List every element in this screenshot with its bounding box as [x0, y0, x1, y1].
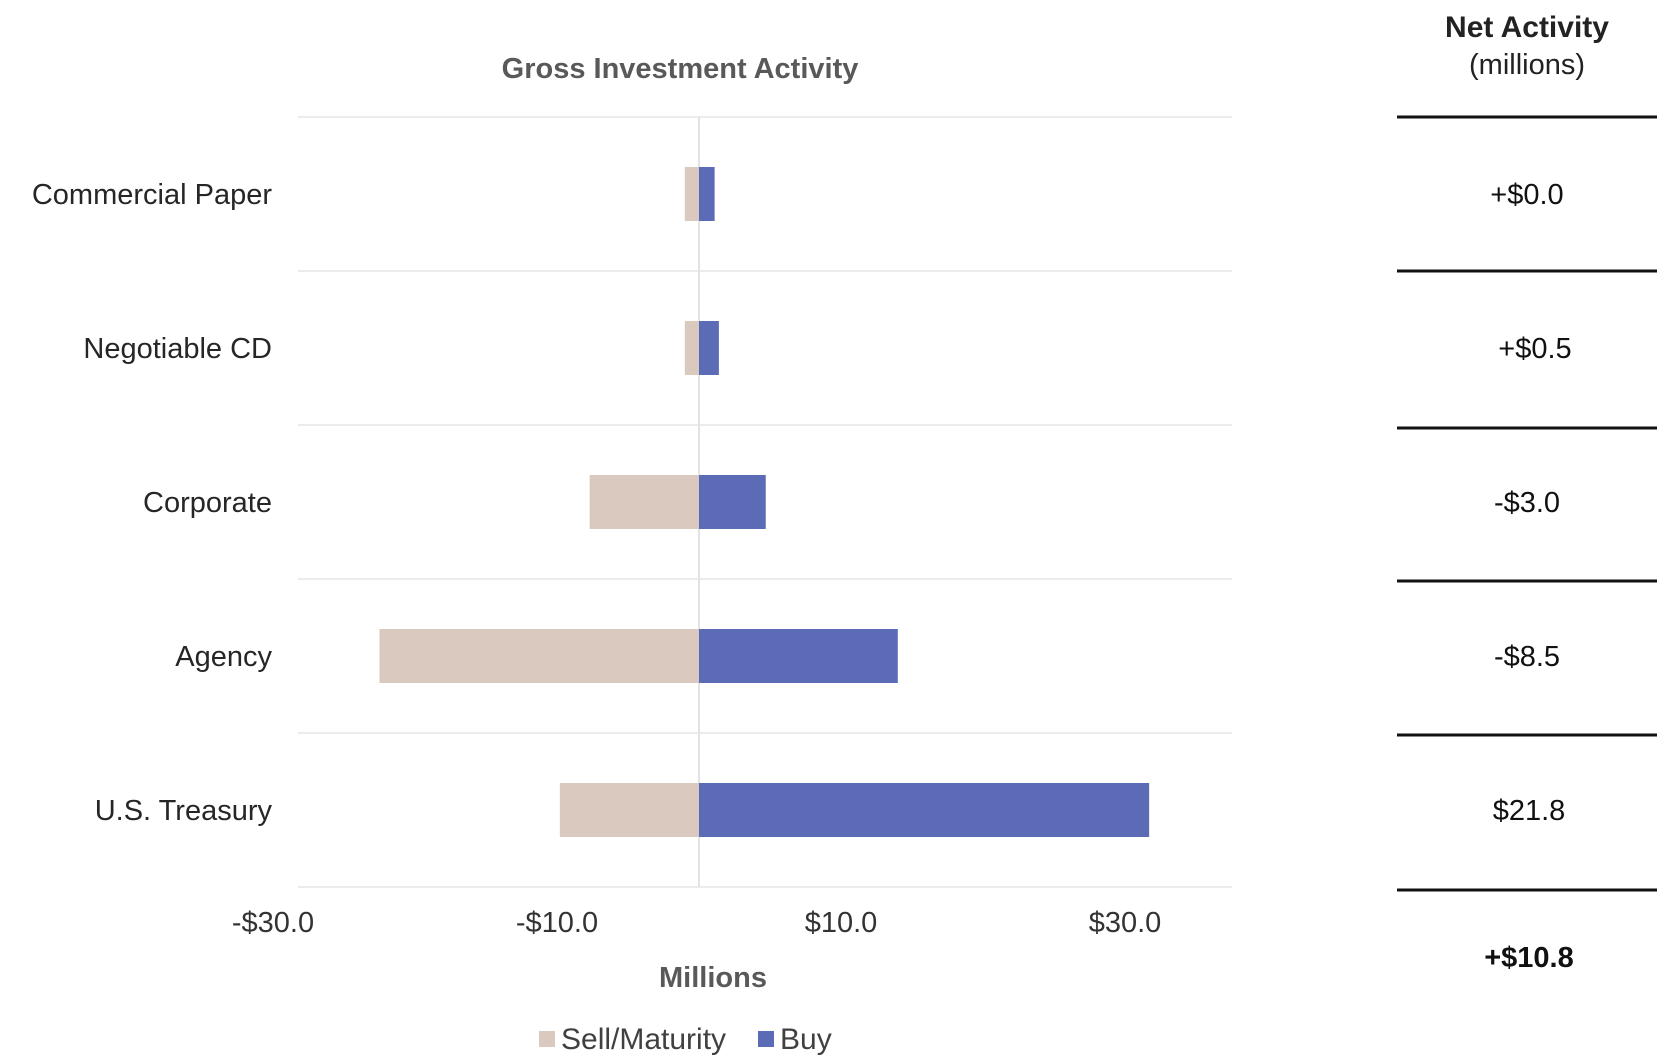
net-value: -$8.5	[1494, 641, 1560, 673]
x-tick-label: $30.0	[1089, 907, 1162, 939]
gridlines	[298, 116, 1232, 888]
buy-bar-2	[699, 475, 766, 529]
category-label: Agency	[175, 641, 272, 673]
x-tick-labels: -$30.0 -$10.0 $10.0 $30.0	[232, 907, 1161, 939]
legend-sell-swatch	[539, 1031, 555, 1047]
buy-bar-4	[699, 783, 1150, 837]
x-tick-label: $10.0	[805, 907, 878, 939]
net-value: +$0.5	[1498, 333, 1571, 365]
net-activity-rules	[1397, 115, 1657, 892]
sell-bar-4	[559, 783, 699, 837]
sell-bar-3	[379, 629, 699, 683]
bars	[379, 167, 1150, 837]
legend-buy: Buy	[758, 1023, 832, 1056]
category-labels: Commercial Paper Negotiable CD Corporate Ag…	[32, 179, 273, 827]
legend-sell: Sell/Maturity	[539, 1023, 726, 1056]
net-activity-total: +$10.8	[1484, 942, 1574, 974]
buy-bar-1	[699, 321, 719, 375]
x-tick-label: -$10.0	[516, 907, 598, 939]
category-label: Commercial Paper	[32, 179, 272, 211]
category-label: U.S. Treasury	[95, 795, 273, 827]
net-value: -$3.0	[1494, 487, 1560, 519]
buy-bar-0	[699, 167, 715, 221]
category-label: Negotiable CD	[83, 333, 272, 365]
legend-buy-label: Buy	[780, 1023, 832, 1056]
net-activity-subheader: (millions)	[1469, 49, 1585, 81]
net-value: $21.8	[1493, 795, 1566, 827]
net-activity-header: Net Activity	[1445, 11, 1609, 44]
category-label: Corporate	[143, 487, 272, 519]
chart-title: Gross Investment Activity	[502, 53, 859, 85]
legend-buy-swatch	[758, 1031, 774, 1047]
net-activity-table: Net Activity (millions) +$0.0 +$0.5 -$3.0 -…	[1397, 11, 1657, 974]
sell-bar-0	[684, 167, 699, 221]
sell-bar-2	[589, 475, 699, 529]
x-axis-title: Millions	[659, 962, 767, 994]
legend: Sell/Maturity Buy	[539, 1023, 832, 1056]
net-value: +$0.0	[1490, 179, 1563, 211]
x-tick-label: -$30.0	[232, 907, 314, 939]
buy-bar-3	[699, 629, 898, 683]
sell-bar-1	[684, 321, 699, 375]
legend-sell-label: Sell/Maturity	[561, 1023, 726, 1056]
net-activity-values: +$0.0 +$0.5 -$3.0 -$8.5 $21.8	[1490, 179, 1571, 827]
